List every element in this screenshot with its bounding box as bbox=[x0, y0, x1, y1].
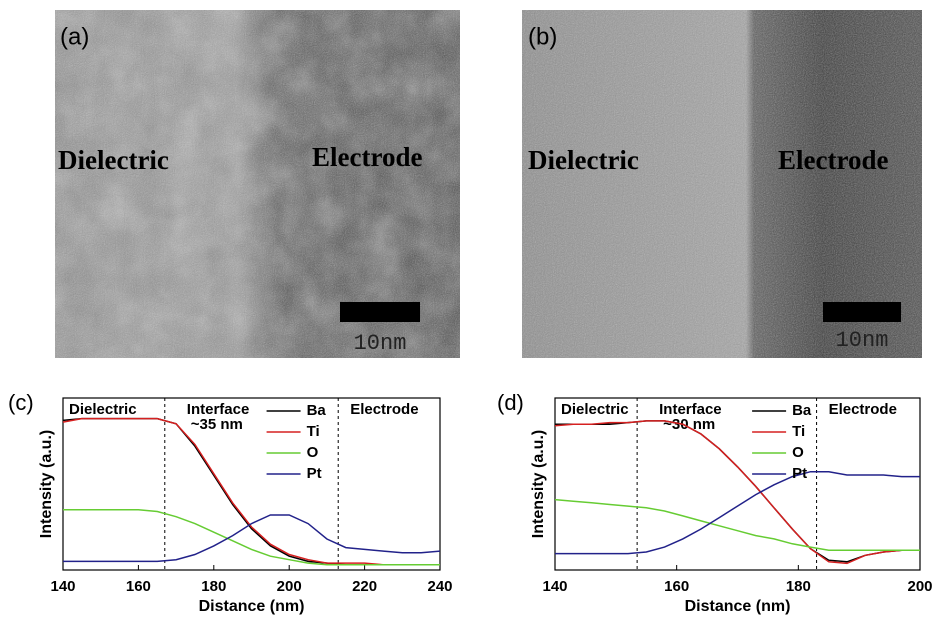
legend-label: Ba bbox=[792, 402, 812, 419]
series-line bbox=[555, 500, 920, 551]
scale-label: 10nm bbox=[354, 331, 407, 356]
interface-width: ~35 nm bbox=[191, 416, 243, 433]
legend-label: O bbox=[792, 444, 804, 461]
scale-bar bbox=[823, 302, 901, 322]
plot-frame bbox=[63, 398, 440, 570]
legend-label: Ti bbox=[792, 423, 805, 440]
y-axis-label: Intensity (a.u.) bbox=[530, 430, 547, 538]
x-axis-label: Distance (nm) bbox=[685, 598, 791, 615]
x-tick-label: 200 bbox=[277, 578, 302, 595]
region-label: Electrode bbox=[312, 142, 422, 172]
panel-label: (d) bbox=[497, 390, 524, 415]
interface-width: ~30 nm bbox=[663, 416, 715, 433]
legend-label: Ba bbox=[307, 402, 327, 419]
x-axis-label: Distance (nm) bbox=[199, 598, 305, 615]
series-line bbox=[63, 419, 440, 565]
series-line bbox=[63, 510, 440, 565]
x-tick-label: 140 bbox=[50, 578, 75, 595]
x-tick-label: 180 bbox=[786, 578, 811, 595]
panel-label: (c) bbox=[8, 390, 34, 415]
x-tick-label: 160 bbox=[664, 578, 689, 595]
scale-label: 10nm bbox=[836, 328, 889, 353]
region-label: Dielectric bbox=[561, 401, 629, 418]
region-label: Dielectric bbox=[58, 145, 169, 175]
line-chart: 140 160 180 200 220 240 Distance (nm) Intensity… bbox=[8, 390, 453, 615]
x-tick-label: 240 bbox=[427, 578, 452, 595]
x-tick-label: 180 bbox=[201, 578, 226, 595]
series-line bbox=[555, 421, 920, 562]
series-line bbox=[555, 421, 920, 564]
panel-label: (a) bbox=[60, 23, 89, 50]
series-line bbox=[555, 472, 920, 554]
region-label: Electrode bbox=[778, 145, 888, 175]
y-axis-label: Intensity (a.u.) bbox=[38, 430, 55, 538]
panel-label: (b) bbox=[528, 23, 557, 50]
legend-label: O bbox=[307, 444, 319, 461]
x-tick-label: 220 bbox=[352, 578, 377, 595]
region-label: Electrode bbox=[829, 401, 897, 418]
x-tick-label: 140 bbox=[542, 578, 567, 595]
line-chart: 140 160 180 200 Distance (nm) Intensity (a.u.… bbox=[497, 390, 933, 615]
scale-bar bbox=[340, 302, 420, 322]
tem-image-a: (a) Dielectric Electrode 10nm bbox=[55, 10, 460, 358]
figure: (a) Dielectric Electrode 10nm (b) Dielec… bbox=[0, 0, 936, 631]
x-tick-label: 200 bbox=[907, 578, 932, 595]
tem-image-b: (b) Dielectric Electrode 10nm bbox=[522, 10, 922, 358]
legend-label: Pt bbox=[307, 465, 322, 482]
series-line bbox=[63, 515, 440, 561]
x-tick-label: 160 bbox=[126, 578, 151, 595]
region-label: Electrode bbox=[350, 401, 418, 418]
legend-label: Ti bbox=[307, 423, 320, 440]
series-line bbox=[63, 419, 440, 565]
legend-label: Pt bbox=[792, 465, 807, 482]
region-label: Dielectric bbox=[528, 145, 639, 175]
region-label: Dielectric bbox=[69, 401, 137, 418]
